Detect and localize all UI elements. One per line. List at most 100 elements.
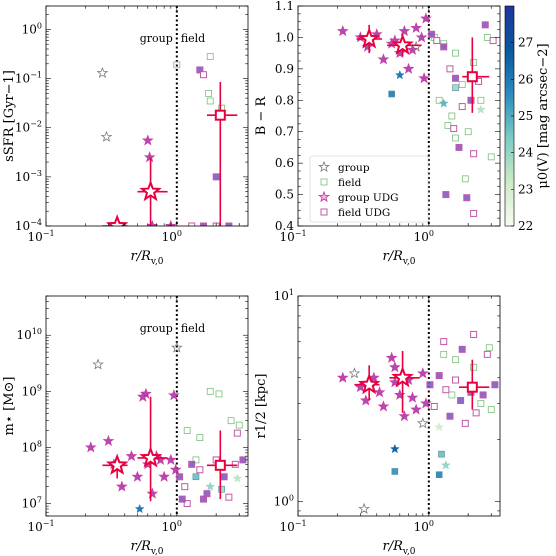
field-udg-point bbox=[472, 409, 480, 417]
median-star bbox=[387, 33, 422, 57]
median-star bbox=[356, 24, 383, 54]
group-udg-point bbox=[385, 351, 398, 363]
group-udg-point bbox=[410, 403, 422, 415]
median-square bbox=[214, 459, 226, 471]
y-tick-exponent: 1 bbox=[289, 288, 294, 297]
x-axis-label-sub: v,0 bbox=[150, 257, 164, 267]
median-star bbox=[105, 214, 129, 226]
field-udg-point bbox=[178, 495, 186, 503]
field-udg-point bbox=[457, 397, 465, 405]
y-tick-label: 1.0 bbox=[275, 30, 294, 44]
field-udg-point bbox=[196, 466, 204, 474]
group-udg-point bbox=[116, 480, 128, 492]
y-axis-label: sSFR [Gyr−1] bbox=[2, 70, 17, 162]
field-point bbox=[461, 175, 469, 183]
legend-entry: field bbox=[338, 177, 362, 189]
y-tick-label: 109 bbox=[22, 383, 42, 398]
plot-area bbox=[336, 6, 497, 226]
plot-area bbox=[336, 296, 499, 516]
group-udg-point bbox=[415, 31, 428, 43]
x-axis-label: r/Rv,0 bbox=[131, 249, 164, 267]
colorbar-label: μ0(V) [mag arcsec−2] bbox=[536, 43, 551, 188]
x-tick-exponent: 0 bbox=[177, 519, 182, 528]
group-point bbox=[96, 66, 109, 78]
mu0-colored-point bbox=[452, 84, 459, 92]
x-axis-label-sub: v,0 bbox=[402, 547, 416, 556]
group-udg-point bbox=[393, 388, 406, 400]
median-star bbox=[389, 350, 420, 413]
y-axis-label: r1/2 [kpc] bbox=[254, 374, 269, 439]
x-tick-exponent: 0 bbox=[429, 229, 434, 238]
field-udg-point bbox=[455, 143, 463, 151]
field-udg-point bbox=[452, 74, 460, 82]
field-udg-point bbox=[225, 493, 233, 501]
field-udg-point bbox=[452, 376, 460, 384]
y-axis-label: m⋆ [M⊙] bbox=[2, 377, 17, 436]
y-tick-label: 100 bbox=[274, 493, 294, 508]
group-point bbox=[348, 367, 361, 379]
median-star bbox=[391, 33, 414, 55]
field-udg-point bbox=[188, 460, 196, 468]
y-tick-label: 0.4 bbox=[275, 219, 294, 233]
x-axis-label: r/Rv,0 bbox=[383, 539, 416, 556]
field-point bbox=[487, 406, 495, 414]
legend-entry: group UDG bbox=[338, 192, 399, 204]
median-square bbox=[206, 82, 238, 226]
mu0-colored-point bbox=[232, 473, 243, 483]
legend-marker-field-udg bbox=[320, 208, 328, 216]
group-point bbox=[170, 341, 183, 353]
median-star bbox=[105, 453, 129, 475]
median-star bbox=[102, 453, 129, 479]
field-udg-point bbox=[435, 372, 443, 380]
group-udg-point bbox=[143, 151, 156, 163]
group-udg-point bbox=[131, 470, 144, 482]
region-label-group: group bbox=[140, 32, 173, 45]
group-udg-point bbox=[84, 441, 97, 453]
field-udg-point bbox=[489, 37, 497, 45]
x-tick-label: 10−1 bbox=[27, 229, 54, 244]
mu0-colored-point bbox=[435, 471, 443, 479]
x-axis-label-sub: v,0 bbox=[150, 547, 164, 556]
field-udg-point bbox=[233, 429, 241, 437]
field-udg-point bbox=[181, 483, 189, 491]
field-udg-point bbox=[463, 194, 471, 202]
x-tick-exponent: −1 bbox=[43, 229, 55, 238]
y-tick-exponent: 9 bbox=[37, 383, 42, 392]
group-udg-point bbox=[125, 449, 138, 462]
field-point bbox=[458, 81, 466, 88]
mu0-colored-point bbox=[438, 450, 445, 458]
field-point bbox=[444, 122, 452, 129]
group-udg-point bbox=[398, 24, 411, 37]
group-udg-point bbox=[377, 400, 390, 412]
field-point bbox=[470, 59, 478, 66]
field-udg-point bbox=[458, 345, 466, 353]
mu0-colored-point bbox=[134, 503, 145, 514]
legend-marker-field bbox=[320, 178, 328, 186]
field-udg-point bbox=[470, 150, 478, 158]
group-udg-point bbox=[336, 24, 349, 37]
field-udg-point bbox=[479, 391, 487, 399]
median-star bbox=[137, 157, 168, 226]
y-tick-label: 0.7 bbox=[275, 125, 294, 139]
group-udg-point bbox=[393, 46, 406, 59]
y-tick-label: 10−1 bbox=[15, 71, 42, 86]
colorbar-tick-label: 26 bbox=[518, 72, 533, 86]
y-tick-exponent: 7 bbox=[37, 496, 42, 505]
median-star bbox=[102, 214, 129, 226]
field-udg-point bbox=[470, 330, 478, 338]
y-tick-label: 0.9 bbox=[275, 62, 294, 76]
field-udg-point bbox=[433, 37, 441, 45]
colorbar-tick-label: 27 bbox=[518, 36, 533, 50]
y-tick-exponent: 8 bbox=[37, 439, 42, 448]
field-udg-point bbox=[426, 381, 434, 389]
group-point bbox=[358, 502, 370, 514]
field-point bbox=[215, 390, 223, 398]
group-udg-point bbox=[402, 62, 415, 74]
field-udg-point bbox=[442, 386, 450, 394]
mu0-colored-point bbox=[192, 473, 200, 481]
field-udg-point bbox=[483, 350, 491, 358]
group-udg-point bbox=[406, 43, 419, 55]
